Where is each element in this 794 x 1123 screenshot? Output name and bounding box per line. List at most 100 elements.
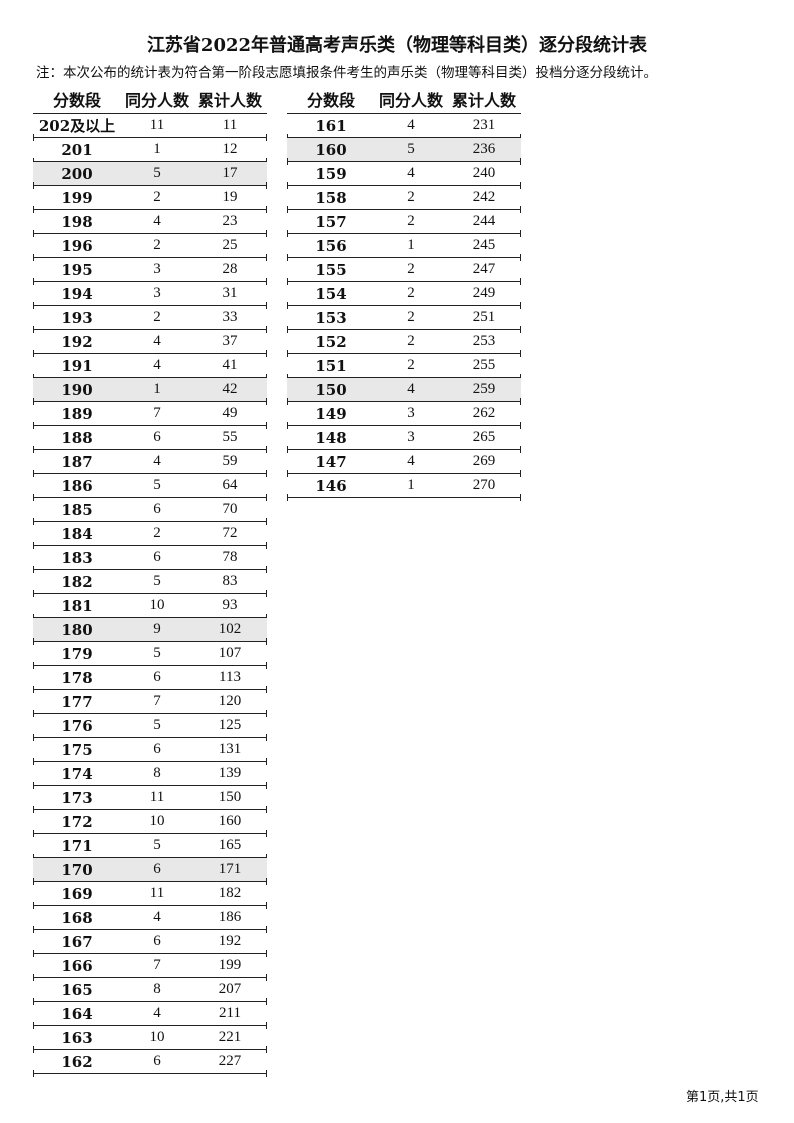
count-cell: 5: [153, 645, 161, 661]
score-cell: 151: [315, 356, 347, 375]
count-cell: 6: [153, 1053, 161, 1069]
score-cell: 163: [61, 1028, 93, 1047]
cumulative-cell: 19: [222, 189, 238, 205]
score-cell: 152: [315, 332, 347, 351]
table-row: 177 7 120: [33, 690, 267, 717]
cumulative-cell: 240: [472, 165, 496, 181]
table-row: 156 1 245: [287, 234, 521, 261]
cumulative-cell: 70: [222, 501, 238, 517]
cumulative-cell: 17: [222, 165, 238, 181]
cumulative-cell: 11: [222, 117, 238, 133]
table-row: 179 5 107: [33, 642, 267, 669]
count-cell: 6: [153, 549, 161, 565]
cumulative-cell: 59: [222, 453, 238, 469]
table-header: 分数段 同分人数 累计人数: [287, 85, 521, 114]
table-row: 155 2 247: [287, 258, 521, 285]
score-cell: 194: [61, 284, 93, 303]
cumulative-cell: 42: [222, 381, 238, 397]
count-cell: 2: [407, 333, 415, 349]
table-row: 196 2 25: [33, 234, 267, 261]
score-cell: 175: [61, 740, 93, 759]
count-cell: 2: [153, 525, 161, 541]
count-cell: 3: [407, 429, 415, 445]
header-score: 分数段: [52, 91, 101, 110]
table-body: 202及以上 11 11 201 1 12 200 5 17 199 2 19 198 4 23 196 2 25…: [33, 114, 267, 1077]
table-row: 201 1 12: [33, 138, 267, 165]
count-cell: 2: [153, 237, 161, 253]
table-row: 188 6 55: [33, 426, 267, 453]
score-cell: 155: [315, 260, 347, 279]
cumulative-cell: 259: [472, 381, 496, 397]
cumulative-cell: 25: [222, 237, 238, 253]
count-cell: 7: [153, 693, 161, 709]
cumulative-cell: 37: [222, 333, 238, 349]
table-row: 189 7 49: [33, 402, 267, 429]
table-row: 191 4 41: [33, 354, 267, 381]
count-cell: 5: [153, 477, 161, 493]
count-cell: 7: [153, 957, 161, 973]
cumulative-cell: 120: [218, 693, 242, 709]
table-row: 166 7 199: [33, 954, 267, 981]
score-cell: 185: [61, 500, 93, 519]
score-cell: 146: [315, 476, 347, 495]
table-row: 173 11 150: [33, 786, 267, 813]
count-cell: 7: [153, 405, 161, 421]
score-cell: 187: [61, 452, 93, 471]
cumulative-cell: 247: [472, 261, 496, 277]
table-row: 178 6 113: [33, 666, 267, 693]
table-row: 147 4 269: [287, 450, 521, 477]
count-cell: 3: [153, 285, 161, 301]
table-row: 183 6 78: [33, 546, 267, 573]
score-cell: 174: [61, 764, 93, 783]
score-cell: 202及以上: [38, 117, 116, 135]
score-cell: 162: [61, 1052, 93, 1071]
header-count: 同分人数: [124, 91, 189, 110]
table-row: 193 2 33: [33, 306, 267, 333]
count-cell: 4: [153, 909, 161, 925]
score-cell: 177: [61, 692, 93, 711]
score-cell: 169: [61, 884, 93, 903]
score-cell: 193: [61, 308, 93, 327]
score-cell: 171: [61, 836, 93, 855]
cumulative-cell: 139: [218, 765, 242, 781]
count-cell: 11: [149, 789, 165, 805]
count-cell: 5: [153, 165, 161, 181]
cumulative-cell: 125: [218, 717, 242, 733]
count-cell: 2: [153, 189, 161, 205]
cumulative-cell: 192: [218, 933, 242, 949]
table-row: 172 10 160: [33, 810, 267, 837]
cumulative-cell: 231: [472, 117, 496, 133]
score-cell: 182: [61, 572, 93, 591]
table-row: 186 5 64: [33, 474, 267, 501]
count-cell: 4: [407, 117, 415, 133]
count-cell: 10: [149, 813, 165, 829]
cumulative-cell: 171: [218, 861, 242, 877]
table-row: 149 3 262: [287, 402, 521, 429]
count-cell: 2: [407, 309, 415, 325]
table-row: 202及以上 11 11: [33, 114, 267, 141]
score-cell: 196: [61, 236, 93, 255]
count-cell: 1: [407, 237, 415, 253]
table-row: 146 1 270: [287, 474, 521, 501]
cumulative-cell: 55: [222, 429, 238, 445]
count-cell: 1: [407, 477, 415, 493]
count-cell: 2: [407, 261, 415, 277]
cumulative-cell: 165: [218, 837, 242, 853]
table-row: 150 4 259: [287, 378, 521, 405]
cumulative-cell: 262: [472, 405, 496, 421]
table-row: 184 2 72: [33, 522, 267, 549]
table-row: 160 5 236: [287, 138, 521, 165]
score-cell: 149: [315, 404, 347, 423]
score-cell: 189: [61, 404, 93, 423]
table-row: 200 5 17: [33, 162, 267, 189]
count-cell: 9: [153, 621, 161, 637]
cumulative-cell: 78: [222, 549, 238, 565]
score-cell: 198: [61, 212, 93, 231]
cumulative-cell: 255: [472, 357, 496, 373]
score-cell: 160: [315, 140, 347, 159]
cumulative-cell: 150: [218, 789, 242, 805]
count-cell: 10: [149, 597, 165, 613]
table-row: 151 2 255: [287, 354, 521, 381]
table-row: 181 10 93: [33, 594, 267, 621]
score-cell: 147: [315, 452, 347, 471]
